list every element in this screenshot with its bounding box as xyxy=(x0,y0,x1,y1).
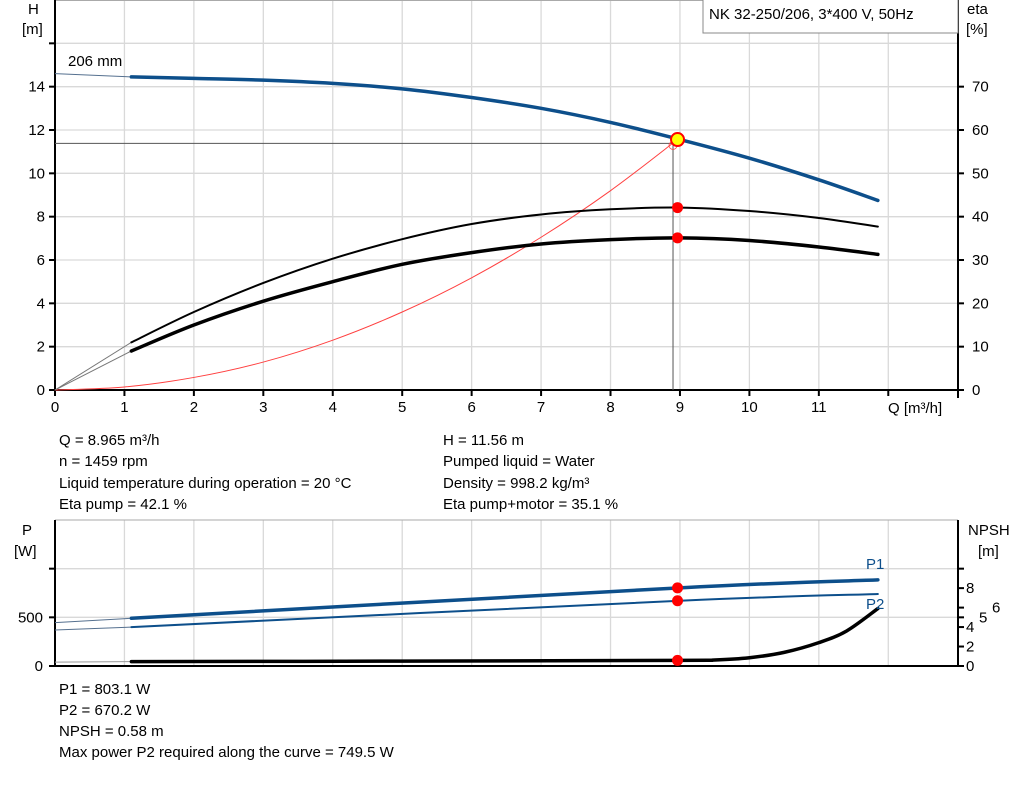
info-n: n = 1459 rpm xyxy=(59,453,148,470)
eta-axis-unit: [%] xyxy=(966,21,988,38)
p-tick-label: 0 xyxy=(35,658,43,675)
x-tick-label: 0 xyxy=(51,399,59,416)
top-grid xyxy=(49,0,964,398)
x-tick-label: 8 xyxy=(606,399,614,416)
eta-tick-label: 70 xyxy=(972,79,989,96)
info-p2: P2 = 670.2 W xyxy=(59,702,151,719)
info-p1: P1 = 803.1 W xyxy=(59,681,151,698)
eta-tick-label: 20 xyxy=(972,295,989,312)
eta-pump-motor-curve-extrapolated xyxy=(55,351,131,390)
eta-tick-label: 10 xyxy=(972,339,989,356)
h-tick-label: 12 xyxy=(28,122,45,139)
bottom-grid xyxy=(49,520,964,667)
info-eta-pump-motor: Eta pump+motor = 35.1 % xyxy=(443,496,618,513)
duty-point xyxy=(672,202,683,213)
eta-pump-curve-extrapolated xyxy=(55,342,131,390)
npsh-tick-label: 2 xyxy=(966,639,974,656)
info-bottom: P1 = 803.1 W P2 = 670.2 W NPSH = 0.58 m … xyxy=(59,681,395,761)
p1-curve xyxy=(131,580,877,618)
system-curve xyxy=(55,140,678,390)
operating-point xyxy=(671,133,684,146)
p2-curve-extrapolated xyxy=(55,627,131,630)
p1-curve-extrapolated xyxy=(55,618,131,622)
h-axis-unit: [m] xyxy=(22,21,43,38)
h-axis-title: H xyxy=(28,1,39,18)
duty-point xyxy=(672,232,683,243)
eta-tick-label: 0 xyxy=(972,382,980,399)
p-axis-unit: [W] xyxy=(14,543,37,560)
eta-tick-label: 50 xyxy=(972,165,989,182)
x-tick-label: 6 xyxy=(467,399,475,416)
q-axis-title: Q [m³/h] xyxy=(888,400,942,417)
p-tick-label: 500 xyxy=(18,609,43,626)
h-tick-label: 10 xyxy=(28,165,45,182)
info-npsh: NPSH = 0.58 m xyxy=(59,723,164,740)
curve-label: 206 mm xyxy=(68,53,122,70)
chart-marks xyxy=(55,74,878,666)
npsh-tick-label: 8 xyxy=(966,580,974,597)
npsh-axis-unit: [m] xyxy=(978,543,999,560)
info-q: Q = 8.965 m³/h xyxy=(59,432,159,449)
info-liquid: Pumped liquid = Water xyxy=(443,453,595,470)
head-curve-extrapolated xyxy=(55,74,131,77)
h-tick-label: 0 xyxy=(37,382,45,399)
info-h: H = 11.56 m xyxy=(443,432,524,449)
duty-point xyxy=(672,655,683,666)
npsh-axis-title: NPSH xyxy=(968,522,1010,539)
npsh-tick-label: 5 xyxy=(979,609,987,626)
info-max-p2: Max power P2 required along the curve = … xyxy=(59,744,395,761)
h-tick-label: 4 xyxy=(37,295,45,312)
duty-point xyxy=(672,582,683,593)
x-tick-label: 2 xyxy=(190,399,198,416)
info-temp: Liquid temperature during operation = 20… xyxy=(59,475,352,492)
x-tick-label: 1 xyxy=(120,399,128,416)
p1-series-label: P1 xyxy=(866,556,884,573)
eta-axis-title: eta xyxy=(967,1,989,18)
info-top: Q = 8.965 m³/h n = 1459 rpm Liquid tempe… xyxy=(59,432,618,513)
x-tick-label: 3 xyxy=(259,399,267,416)
npsh-curve xyxy=(131,609,877,662)
eta-tick-label: 40 xyxy=(972,209,989,226)
h-tick-label: 6 xyxy=(37,252,45,269)
head-curve xyxy=(131,77,877,201)
x-tick-label: 4 xyxy=(329,399,337,416)
info-eta-pump: Eta pump = 42.1 % xyxy=(59,496,187,513)
p-axis-title: P xyxy=(22,522,32,539)
legend-text: NK 32-250/206, 3*400 V, 50Hz xyxy=(709,6,914,23)
x-tick-label: 9 xyxy=(676,399,684,416)
h-tick-label: 2 xyxy=(37,339,45,356)
x-tick-label: 5 xyxy=(398,399,406,416)
x-tick-label: 10 xyxy=(741,399,758,416)
info-density: Density = 998.2 kg/m³ xyxy=(443,475,589,492)
h-tick-label: 8 xyxy=(37,209,45,226)
npsh-tick-label: 0 xyxy=(966,658,974,675)
p2-series-label: P2 xyxy=(866,596,884,613)
x-tick-label: 7 xyxy=(537,399,545,416)
npsh-tick-label: 6 xyxy=(992,600,1000,617)
eta-tick-label: 30 xyxy=(972,252,989,269)
eta-pump-curve xyxy=(131,208,877,343)
eta-pump-motor-curve xyxy=(131,238,877,351)
h-tick-label: 14 xyxy=(28,79,45,96)
duty-point xyxy=(672,595,683,606)
eta-tick-label: 60 xyxy=(972,122,989,139)
npsh-tick-label: 4 xyxy=(966,619,974,636)
x-tick-label: 11 xyxy=(811,399,827,416)
